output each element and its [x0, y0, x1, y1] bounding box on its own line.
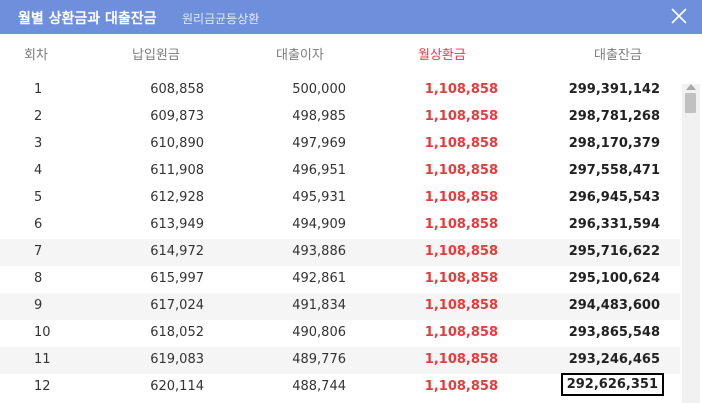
close-icon — [671, 8, 687, 24]
vertical-scrollbar[interactable] — [682, 84, 700, 403]
cell-payment: 1,108,858 — [424, 298, 498, 313]
table-row: 9 617,024 491,834 1,108,858 294,483,600 — [0, 293, 680, 320]
cell-interest: 491,834 — [292, 298, 346, 313]
column-header-round: 회차 — [24, 48, 48, 63]
dialog-subtitle: 원리금균등상환 — [182, 12, 260, 26]
cell-round: 1 — [34, 82, 43, 97]
cell-principal: 612,928 — [150, 190, 204, 205]
cell-interest: 493,886 — [292, 244, 346, 259]
cell-balance: 297,558,471 — [568, 163, 660, 178]
cell-principal: 609,873 — [150, 109, 204, 124]
cell-principal: 620,114 — [150, 379, 204, 394]
cell-payment: 1,108,858 — [424, 163, 498, 178]
cell-round: 4 — [34, 163, 43, 178]
table-row: 11 619,083 489,776 1,108,858 293,246,465 — [0, 347, 680, 374]
cell-payment: 1,108,858 — [424, 325, 498, 340]
cell-interest: 492,861 — [292, 271, 346, 286]
table-row: 4 611,908 496,951 1,108,858 297,558,471 — [0, 158, 680, 185]
cell-interest: 500,000 — [292, 82, 346, 97]
cell-principal: 618,052 — [150, 325, 204, 340]
cell-principal: 619,083 — [150, 352, 204, 367]
cell-interest: 490,806 — [292, 325, 346, 340]
table-row: 6 613,949 494,909 1,108,858 296,331,594 — [0, 212, 680, 239]
table-row: 5 612,928 495,931 1,108,858 296,945,543 — [0, 185, 680, 212]
column-header-payment: 월상환금 — [418, 48, 466, 63]
cell-balance: 295,100,624 — [568, 271, 660, 286]
cell-principal: 615,997 — [150, 271, 204, 286]
cell-round: 5 — [34, 190, 43, 205]
table-row: 3 610,890 497,969 1,108,858 298,170,379 — [0, 131, 680, 158]
cell-round: 3 — [34, 136, 43, 151]
cell-round: 11 — [34, 352, 51, 367]
cell-payment: 1,108,858 — [424, 109, 498, 124]
cell-payment: 1,108,858 — [424, 244, 498, 259]
cell-interest: 496,951 — [292, 163, 346, 178]
cell-interest: 489,776 — [292, 352, 346, 367]
table-row: 7 614,972 493,886 1,108,858 295,716,622 — [0, 239, 680, 266]
cell-round: 7 — [34, 244, 43, 259]
cell-interest: 498,985 — [292, 109, 346, 124]
table-row: 10 618,052 490,806 1,108,858 293,865,548 — [0, 320, 680, 347]
cell-balance: 299,391,142 — [568, 82, 660, 97]
column-header-interest: 대출이자 — [276, 48, 324, 63]
cell-balance: 295,716,622 — [568, 244, 660, 259]
cell-principal: 617,024 — [150, 298, 204, 313]
cell-balance: 296,331,594 — [568, 217, 660, 232]
cell-balance: 296,945,543 — [568, 190, 660, 205]
table-row: 1 608,858 500,000 1,108,858 299,391,142 — [0, 77, 680, 104]
cell-payment: 1,108,858 — [424, 271, 498, 286]
close-button[interactable] — [668, 5, 690, 27]
cell-payment: 1,108,858 — [424, 379, 498, 394]
cell-payment: 1,108,858 — [424, 82, 498, 97]
cell-balance: 294,483,600 — [568, 298, 660, 313]
table-header: 회차 납입원금 대출이자 월상환금 대출잔금 — [0, 34, 702, 70]
table-row: 2 609,873 498,985 1,108,858 298,781,268 — [0, 104, 680, 131]
cell-principal: 610,890 — [150, 136, 204, 151]
cell-round: 12 — [34, 379, 51, 394]
cell-principal: 613,949 — [150, 217, 204, 232]
scrollbar-thumb[interactable] — [685, 93, 696, 113]
cell-interest: 495,931 — [292, 190, 346, 205]
cell-principal: 611,908 — [150, 163, 204, 178]
cell-interest: 497,969 — [292, 136, 346, 151]
dialog-header: 월별 상환금과 대출잔금 원리금균등상환 — [0, 0, 702, 34]
cell-round: 9 — [34, 298, 43, 313]
cell-principal: 614,972 — [150, 244, 204, 259]
cell-balance: 293,246,465 — [568, 352, 660, 367]
dialog-title: 월별 상환금과 대출잔금 — [18, 11, 157, 27]
table-row: 12 620,114 488,744 1,108,858 292,626,351 — [0, 373, 680, 401]
cell-balance: 298,781,268 — [568, 109, 660, 124]
cell-balance: 293,865,548 — [568, 325, 660, 340]
cell-interest: 488,744 — [292, 379, 346, 394]
cell-round: 10 — [34, 325, 51, 340]
table-row: 8 615,997 492,861 1,108,858 295,100,624 — [0, 266, 680, 293]
scroll-up-arrow-icon[interactable] — [686, 84, 696, 90]
cell-principal: 608,858 — [150, 82, 204, 97]
cell-payment: 1,108,858 — [424, 190, 498, 205]
cell-round: 2 — [34, 109, 43, 124]
cell-interest: 494,909 — [292, 217, 346, 232]
cell-payment: 1,108,858 — [424, 217, 498, 232]
cell-round: 6 — [34, 217, 43, 232]
column-header-balance: 대출잔금 — [594, 48, 642, 63]
column-header-principal: 납입원금 — [132, 48, 180, 63]
cell-round: 8 — [34, 271, 43, 286]
table-body: 1 608,858 500,000 1,108,858 299,391,142 2 609,… — [0, 77, 680, 403]
cell-payment: 1,108,858 — [424, 136, 498, 151]
cell-balance: 292,626,351 — [560, 373, 665, 396]
cell-balance: 298,170,379 — [568, 136, 660, 151]
cell-payment: 1,108,858 — [424, 352, 498, 367]
